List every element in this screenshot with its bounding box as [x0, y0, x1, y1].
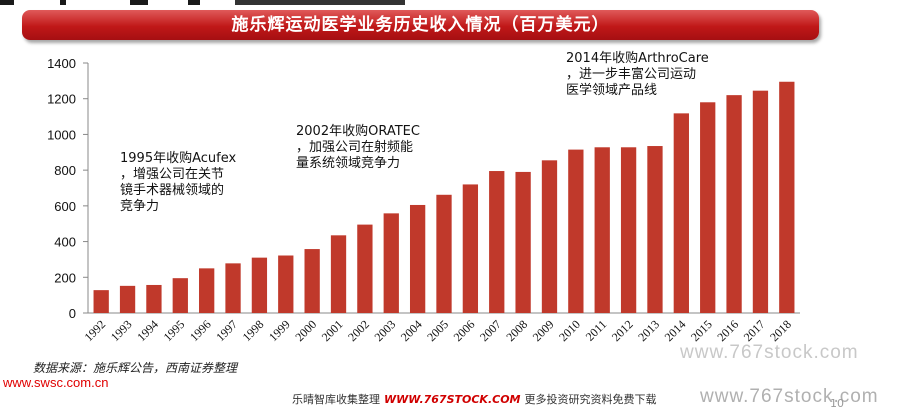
footer-bar: 乐晴智库收集整理 WWW.767STOCK.COM 更多投资研究资料免费下载: [292, 391, 657, 407]
bar: [779, 81, 795, 313]
annotation-text: 2014年收购ArthroCare: [566, 50, 709, 66]
x-tick-label: 2013: [635, 317, 662, 344]
bar: [568, 149, 584, 313]
x-tick-label: 2000: [292, 317, 319, 344]
bar: [409, 204, 426, 313]
x-tick-label: 1992: [81, 317, 108, 344]
x-tick-label: 1995: [161, 317, 188, 344]
bar: [304, 249, 320, 313]
x-tick-label: 2018: [767, 317, 794, 344]
x-tick-label: 2015: [688, 317, 715, 344]
bar: [225, 263, 241, 313]
watermark: www.767stock.com: [680, 342, 859, 363]
x-tick-label: 2017: [741, 317, 768, 344]
y-tick-label: 800: [54, 163, 76, 178]
bar: [278, 255, 294, 313]
annotation-text: 1995年收购Acufex: [120, 150, 236, 166]
bar: [93, 290, 109, 313]
x-tick-label: 2004: [398, 317, 425, 344]
y-tick-label: 600: [54, 199, 76, 214]
footer-site-link[interactable]: WWW.767STOCK.COM: [384, 393, 521, 406]
bar: [515, 171, 531, 313]
bar: [251, 257, 268, 313]
x-tick-label: 2005: [424, 317, 451, 344]
bar: [172, 278, 188, 313]
x-tick-label: 2016: [714, 317, 741, 344]
annotation-text: ，加强公司在射频能: [296, 139, 413, 155]
annotation-text: 医学领域产品线: [566, 82, 657, 98]
y-tick-label: 1400: [47, 56, 76, 71]
x-tick-label: 2009: [530, 317, 557, 344]
page-number: 10: [830, 397, 844, 410]
chart-title-banner: 施乐辉运动医学业务历史收入情况（百万美元）: [22, 10, 819, 40]
x-tick-label: 1994: [134, 317, 161, 344]
annotation-text: 镜手术器械领域的: [120, 182, 224, 198]
bar: [620, 147, 637, 313]
annotation-text: 竞争力: [120, 198, 159, 214]
annotation-text: ，进一步丰富公司运动: [566, 66, 696, 82]
bar: [146, 284, 162, 313]
watermark: www.767stock.com: [700, 386, 879, 407]
x-tick-label: 1996: [187, 317, 214, 344]
chart-title: 施乐辉运动医学业务历史收入情况（百万美元）: [231, 15, 610, 35]
footer-left-text: 乐晴智库收集整理: [292, 393, 380, 406]
x-tick-label: 2008: [503, 317, 530, 344]
x-tick-label: 2006: [451, 317, 478, 344]
annotation-text: 量系统领域竞争力: [296, 155, 400, 171]
bar: [752, 90, 769, 313]
bar: [357, 224, 373, 313]
footer-right-text: 更多投资研究资料免费下载: [524, 393, 657, 406]
bar: [383, 213, 399, 313]
bar: [199, 268, 215, 313]
y-tick-label: 1000: [47, 127, 76, 142]
bar: [119, 285, 136, 313]
bar: [647, 146, 663, 313]
bar: [436, 194, 452, 313]
x-tick-label: 2003: [372, 317, 399, 344]
x-tick-label: 1998: [240, 317, 267, 344]
top-decor-strip: [0, 0, 897, 6]
x-tick-label: 1993: [108, 317, 135, 344]
x-tick-label: 2001: [319, 317, 346, 344]
x-tick-label: 2002: [345, 317, 372, 344]
bar: [726, 95, 742, 314]
x-tick-label: 2012: [609, 317, 636, 344]
x-tick-label: 2014: [662, 317, 689, 344]
annotation-text: 2002年收购ORATEC: [296, 123, 420, 139]
bar: [700, 102, 716, 314]
x-tick-label: 1999: [266, 317, 293, 344]
y-tick-label: 400: [54, 235, 76, 250]
bar: [541, 160, 558, 313]
y-tick-label: 200: [54, 270, 76, 285]
bar: [462, 184, 479, 313]
y-tick-label: 1200: [47, 92, 76, 107]
annotation-text: ，增强公司在关节: [120, 167, 224, 182]
y-tick-label: 0: [69, 306, 76, 321]
x-tick-label: 2007: [477, 317, 504, 344]
bar: [489, 171, 505, 313]
x-tick-label: 1997: [213, 317, 240, 344]
bar: [594, 147, 610, 313]
bar: [330, 235, 347, 313]
bar: [673, 113, 689, 313]
x-tick-label: 2011: [583, 317, 610, 344]
x-tick-label: 2010: [556, 317, 583, 344]
data-source-note: 数据来源：施乐辉公告，西南证券整理: [33, 361, 238, 375]
website-link[interactable]: www.swsc.com.cn: [3, 375, 109, 390]
